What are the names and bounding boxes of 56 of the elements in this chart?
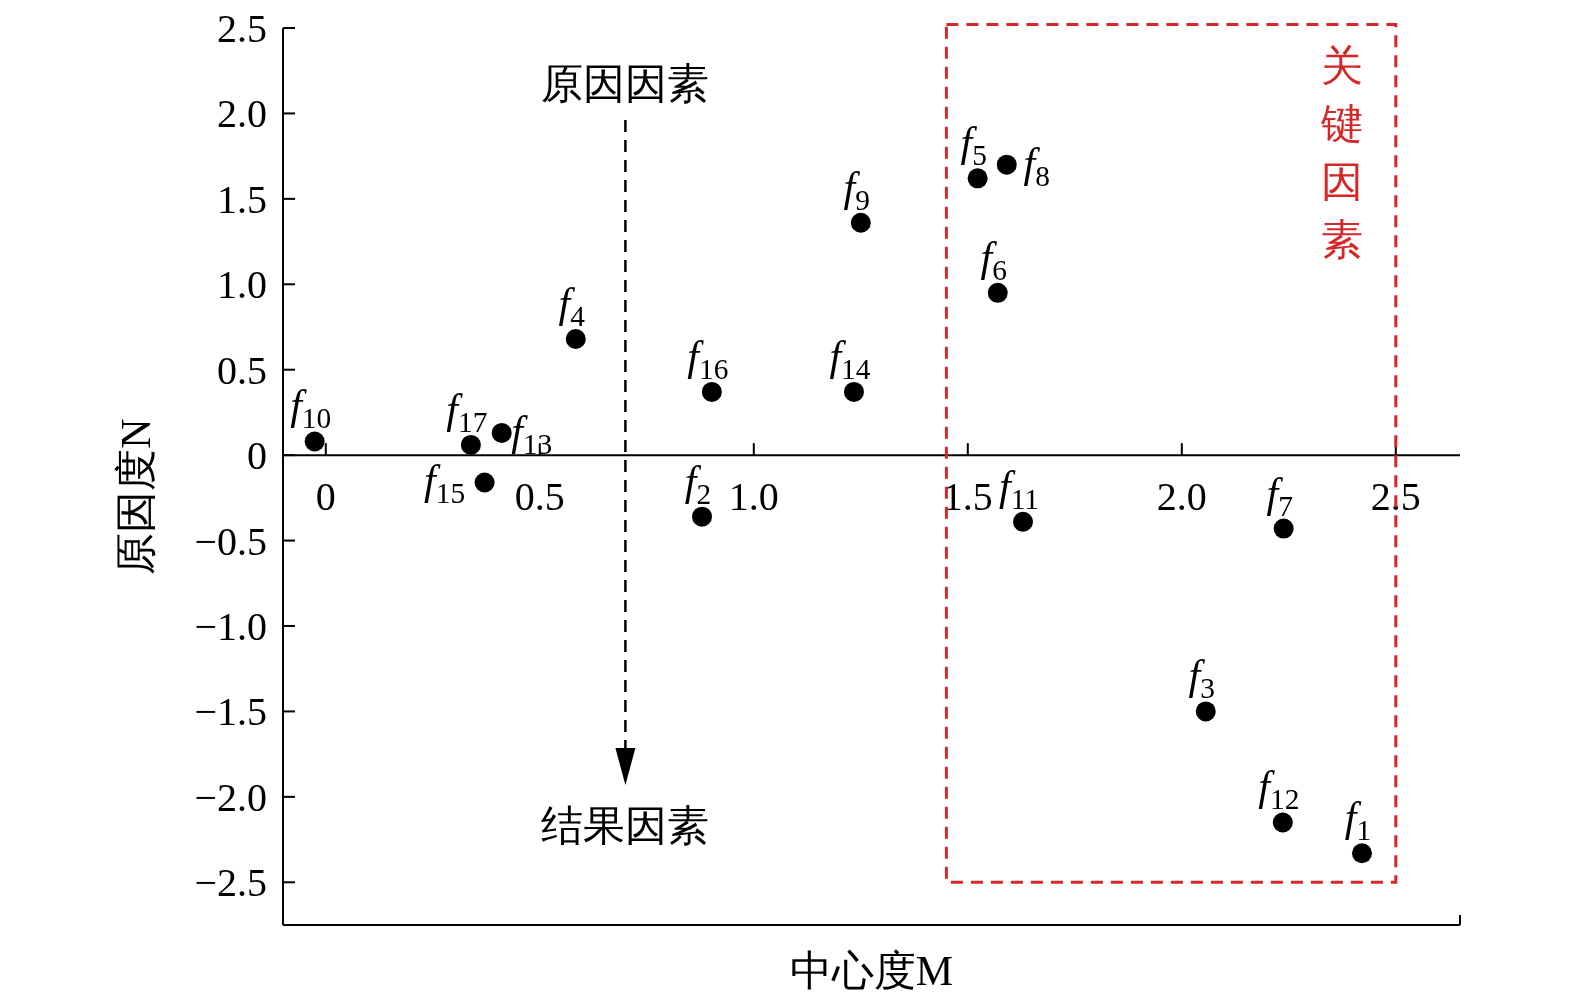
annotation: f$_{9}$ <box>843 163 870 216</box>
point <box>304 431 325 452</box>
x-tick-label: 0.5 <box>514 474 565 520</box>
x-tick-label: 1.0 <box>728 474 779 520</box>
annotation: f$_{16}$ <box>687 332 729 385</box>
x-axis-title: 中心度M <box>789 948 954 994</box>
y-tick-label: 2.0 <box>217 91 267 137</box>
y-tick-label: 0 <box>247 433 267 479</box>
annotation: f$_{2}$ <box>684 457 712 510</box>
annotation: f$_{6}$ <box>980 233 1007 286</box>
y-tick-label: −1.0 <box>194 604 267 649</box>
y-tick-label: −2.0 <box>194 774 267 820</box>
point <box>850 212 871 233</box>
annotation: 关键因素 <box>1320 43 1363 263</box>
annotation: f$_{3}$ <box>1188 652 1215 705</box>
annotation: f$_{15}$ <box>424 457 466 510</box>
y-tick-label: −1.5 <box>194 689 267 735</box>
point <box>692 506 713 527</box>
annotation: f$_{10}$ <box>290 382 332 435</box>
annotation: 原因因素 <box>541 61 710 107</box>
x-tick-label: 0 <box>315 474 336 520</box>
point <box>967 168 988 189</box>
y-tick-label: −2.5 <box>194 860 267 906</box>
y-tick-label: 0.5 <box>217 347 267 393</box>
annotation: f$_{7}$ <box>1266 469 1293 522</box>
point <box>474 472 495 493</box>
annotation: f$_{12}$ <box>1258 763 1300 816</box>
annotation: f$_{13}$ <box>511 407 553 460</box>
point <box>1272 812 1293 833</box>
point <box>1195 701 1216 722</box>
annotation: f$_{17}$ <box>446 385 488 438</box>
x-tick-label: 2.5 <box>1370 474 1421 520</box>
point <box>565 328 586 349</box>
point <box>1351 843 1372 864</box>
y-tick-label: 1.5 <box>217 176 267 222</box>
annotation: f$_{8}$ <box>1023 139 1050 192</box>
annotation: f$_{14}$ <box>829 332 871 385</box>
point <box>1013 511 1034 532</box>
point <box>1273 518 1294 539</box>
point <box>996 154 1017 175</box>
annotation: f$_{11}$ <box>999 462 1039 515</box>
y-tick-label: 2.5 <box>217 6 267 51</box>
y-axis-title: 原因度N <box>113 418 159 575</box>
annotation: f$_{1}$ <box>1344 794 1372 846</box>
x-tick-label: 1.5 <box>942 474 993 520</box>
y-tick-label: −0.5 <box>194 518 267 564</box>
point <box>843 381 864 402</box>
point <box>987 282 1008 303</box>
y-tick-label: 1.0 <box>217 262 267 308</box>
annotation: 结果因素 <box>541 803 710 849</box>
point <box>701 381 722 402</box>
annotation: f$_{5}$ <box>960 119 987 172</box>
x-tick-label: 2.0 <box>1156 474 1207 520</box>
point <box>460 434 481 455</box>
point <box>491 422 512 443</box>
annotation: f$_{4}$ <box>558 279 586 332</box>
